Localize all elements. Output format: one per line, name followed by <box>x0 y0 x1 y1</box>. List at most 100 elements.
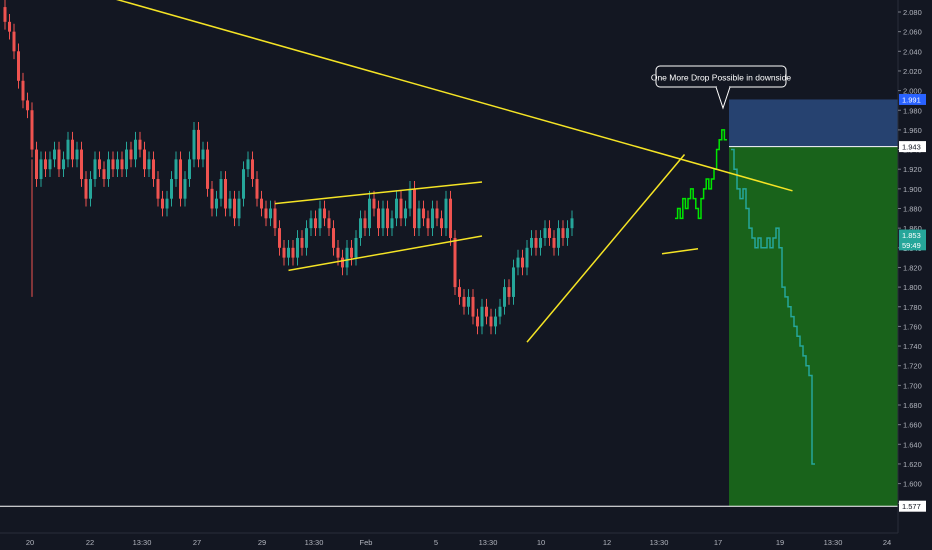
candle-body <box>138 139 142 150</box>
price-label-bg <box>899 239 926 251</box>
candle <box>368 190 371 237</box>
y-tick-label: 1.600 <box>903 480 922 489</box>
candle <box>246 151 250 178</box>
candle <box>201 141 205 168</box>
candle-body <box>507 287 511 297</box>
candle <box>282 239 286 266</box>
x-tick-label: 12 <box>603 538 611 547</box>
candle <box>444 190 448 237</box>
candle <box>431 200 434 237</box>
candle-body <box>498 306 502 317</box>
candle-body <box>278 228 281 248</box>
candle <box>309 210 313 237</box>
candle-body <box>174 159 178 180</box>
price-label-text: 1.943 <box>902 143 921 152</box>
candle <box>120 151 124 178</box>
candle-body <box>84 179 88 199</box>
candle-body <box>404 208 407 219</box>
candle-body <box>269 208 272 219</box>
candle <box>174 151 178 187</box>
y-tick-label: 1.920 <box>903 165 922 174</box>
y-tick-label: 2.040 <box>903 47 922 56</box>
trendline-channel-bottom <box>288 235 483 272</box>
y-tick-label: 1.860 <box>903 224 922 233</box>
y-tick-label: 1.900 <box>903 185 922 194</box>
candle-body <box>435 208 439 219</box>
candle <box>273 200 277 237</box>
candle <box>386 200 389 237</box>
candle-body <box>80 149 83 180</box>
candle-body <box>273 208 277 229</box>
candle <box>102 161 106 187</box>
candle-body <box>287 247 290 258</box>
candle <box>197 122 200 168</box>
candle-body <box>372 198 376 209</box>
candle-body <box>341 257 344 268</box>
candle-body <box>251 159 254 180</box>
price-label: 1.991 <box>899 93 926 105</box>
candle-body <box>557 228 560 248</box>
candle-body <box>422 208 425 219</box>
candle <box>165 190 169 217</box>
candle-body <box>485 306 488 317</box>
candle <box>71 131 74 168</box>
candle <box>503 279 506 315</box>
y-tick-label: 1.780 <box>903 303 922 312</box>
candle <box>8 13 11 40</box>
candle-body <box>219 179 223 199</box>
candle <box>134 131 137 168</box>
candle-body <box>467 296 470 307</box>
candle <box>332 220 335 256</box>
price-label: 1.943 <box>899 141 926 153</box>
candle-body <box>192 129 196 160</box>
candle-body <box>489 316 493 327</box>
candle-body <box>440 218 443 229</box>
candle-body <box>134 139 137 160</box>
candle-body <box>188 159 191 180</box>
candle-body <box>215 198 218 209</box>
price-label: 1.577 <box>899 500 926 512</box>
candle <box>570 210 574 237</box>
candle <box>57 141 61 178</box>
y-tick-label: 1.760 <box>903 322 922 331</box>
candle-body <box>89 179 92 199</box>
candle <box>507 279 511 305</box>
price-label-bg <box>899 500 926 512</box>
candle <box>147 151 151 178</box>
candle <box>161 190 164 217</box>
price-label: 1.853 <box>899 229 926 241</box>
candle-body <box>431 208 434 229</box>
candle-body <box>530 237 533 248</box>
price-label-text: 1.577 <box>902 502 921 511</box>
x-tick-label: 29 <box>258 538 266 547</box>
candle <box>80 141 83 187</box>
candle-body <box>494 316 497 327</box>
candle-body <box>525 247 529 268</box>
candle-body <box>246 159 250 170</box>
candle-body <box>336 247 340 258</box>
candle-body <box>143 149 146 170</box>
candle <box>552 230 556 256</box>
candle <box>449 190 452 246</box>
candle <box>422 200 425 227</box>
candle <box>26 92 29 119</box>
candle-body <box>408 188 412 209</box>
y-tick-label: 2.080 <box>903 8 922 17</box>
price-label: 59:49 <box>899 239 926 251</box>
candle-body <box>291 247 295 258</box>
candle <box>462 289 466 315</box>
candle-body <box>381 208 385 229</box>
candle <box>12 23 16 60</box>
candle-body <box>8 21 11 32</box>
candle <box>440 210 443 237</box>
candle-body <box>57 149 61 170</box>
candle <box>224 171 227 217</box>
candle-body <box>516 257 520 268</box>
stop-zone <box>729 146 898 507</box>
candle-body <box>129 149 133 160</box>
candle-body <box>111 159 115 170</box>
candle-body <box>179 159 182 199</box>
candle-body <box>26 100 29 111</box>
